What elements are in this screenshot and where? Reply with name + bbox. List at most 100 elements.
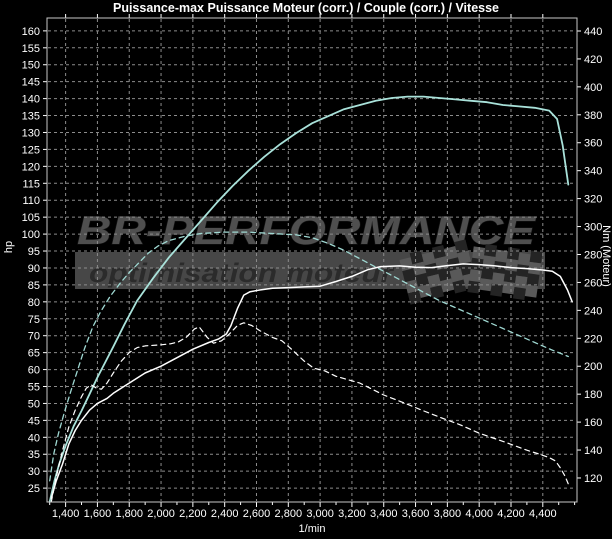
- flag-square: [452, 279, 467, 294]
- left-axis-tick-label: 25: [28, 483, 40, 495]
- flag-square: [517, 252, 531, 266]
- flag-square: [484, 244, 498, 258]
- left-axis-tick-label: 65: [28, 348, 40, 360]
- flag-square: [512, 286, 526, 300]
- x-axis-tick-label: 2,800: [275, 508, 303, 520]
- plot-border: [46, 17, 578, 503]
- flag-square: [516, 264, 530, 278]
- flag-square: [514, 275, 528, 289]
- x-axis-tick-label: 2,000: [147, 508, 175, 520]
- flag-square: [468, 269, 482, 283]
- chart-title: Puissance-max Puissance Moteur (corr.) /…: [112, 1, 500, 15]
- flag-square: [524, 284, 538, 298]
- left-axis-tick-label: 75: [28, 314, 40, 326]
- curve-power-original: [50, 322, 570, 503]
- x-axis-tick-label: 4,400: [529, 508, 557, 520]
- right-axis-tick-label: 200: [584, 361, 602, 373]
- right-axis-tick-label: 160: [584, 417, 602, 429]
- left-axis-unit-label: hp: [3, 241, 15, 253]
- left-axis-tick-label: 80: [28, 297, 40, 309]
- flag-square: [490, 283, 504, 297]
- left-axis-tick-label: 70: [28, 331, 40, 343]
- flag-square: [427, 273, 442, 288]
- left-axis-tick-label: 100: [22, 229, 40, 241]
- flag-square: [409, 250, 424, 265]
- left-axis-tick-label: 115: [22, 178, 40, 190]
- flag-square: [454, 239, 469, 254]
- right-axis-tick-label: 260: [584, 277, 602, 289]
- flag-square: [491, 272, 505, 286]
- left-axis-tick-label: 90: [28, 263, 40, 275]
- right-axis-tick-label: 220: [584, 333, 602, 345]
- flag-square: [526, 273, 540, 287]
- x-axis-tick-label: 2,400: [211, 508, 239, 520]
- flag-square: [480, 266, 494, 280]
- x-axis-tick-label: 1,600: [84, 508, 112, 520]
- flag-square: [424, 262, 439, 277]
- watermark-brand-text: BR-PERFORMANCE: [77, 209, 537, 253]
- x-axis-tick-label: 2,600: [243, 508, 271, 520]
- x-axis-tick-label: 1,400: [52, 508, 80, 520]
- left-axis-tick-label: 50: [28, 398, 40, 410]
- right-axis-tick-label: 140: [584, 445, 602, 457]
- curve-torque-tuned: [48, 95, 570, 503]
- left-axis-tick-label: 140: [22, 94, 40, 106]
- left-axis-tick-label: 120: [22, 161, 40, 173]
- left-axis-tick-label: 150: [22, 60, 40, 72]
- left-axis-tick-label: 130: [22, 127, 40, 139]
- flag-square: [472, 246, 486, 260]
- right-axis-tick-label: 280: [584, 249, 602, 261]
- flag-square: [415, 272, 430, 287]
- right-axis-tick-label: 440: [584, 26, 602, 38]
- flag-square: [421, 251, 436, 266]
- right-axis-tick-label: 420: [584, 54, 602, 66]
- flag-square: [402, 268, 417, 283]
- right-axis-tick-label: 380: [584, 110, 602, 122]
- flag-square: [437, 267, 452, 282]
- right-axis-unit-label: Nm (Moteur): [600, 225, 612, 287]
- flag-square: [407, 290, 422, 305]
- right-axis-tick-label: 400: [584, 82, 602, 94]
- left-axis-tick-label: 145: [22, 77, 40, 89]
- flag-square: [529, 250, 543, 264]
- flag-square: [506, 247, 520, 261]
- right-axis-tick-label: 120: [584, 473, 602, 485]
- left-axis-tick-label: 125: [22, 144, 40, 156]
- right-axis-tick-label: 240: [584, 305, 602, 317]
- x-axis-tick-label: 3,400: [370, 508, 398, 520]
- x-axis-tick-label: 3,800: [434, 508, 462, 520]
- x-axis-tick-label: 4,200: [497, 508, 525, 520]
- right-axis-tick-label: 180: [584, 389, 602, 401]
- left-axis-tick-label: 40: [28, 432, 40, 444]
- left-axis-tick-label: 95: [28, 246, 40, 258]
- x-axis-tick-label: 3,000: [306, 508, 334, 520]
- watermark-subtitle-text: optimisation moteur: [89, 258, 395, 288]
- x-axis-tick-label: 1,800: [115, 508, 143, 520]
- flag-square: [503, 270, 517, 284]
- flag-square: [502, 281, 516, 295]
- left-axis-tick-label: 60: [28, 365, 40, 377]
- left-axis-tick-label: 30: [28, 466, 40, 478]
- right-axis-tick-label: 340: [584, 166, 602, 178]
- left-axis-tick-label: 110: [22, 195, 40, 207]
- right-axis-tick-label: 300: [584, 222, 602, 234]
- x-axis-tick-label: 2,200: [179, 508, 207, 520]
- flag-square: [505, 258, 519, 272]
- left-axis-tick-label: 105: [22, 212, 40, 224]
- left-axis-tick-label: 45: [28, 415, 40, 427]
- left-axis-tick-label: 135: [22, 111, 40, 123]
- right-axis-tick-label: 320: [584, 194, 602, 206]
- flag-square: [431, 244, 446, 259]
- left-axis-tick-label: 35: [28, 449, 40, 461]
- x-axis-tick-label: 4,000: [465, 508, 493, 520]
- left-axis-tick-label: 155: [22, 43, 40, 55]
- left-axis-tick-label: 85: [28, 280, 40, 292]
- curve-power-tuned: [50, 263, 573, 500]
- x-axis-tick-label: 3,600: [402, 508, 430, 520]
- flag-square: [479, 278, 493, 292]
- flag-square: [430, 285, 445, 300]
- flag-square: [457, 250, 471, 265]
- curve-torque-original: [49, 231, 569, 482]
